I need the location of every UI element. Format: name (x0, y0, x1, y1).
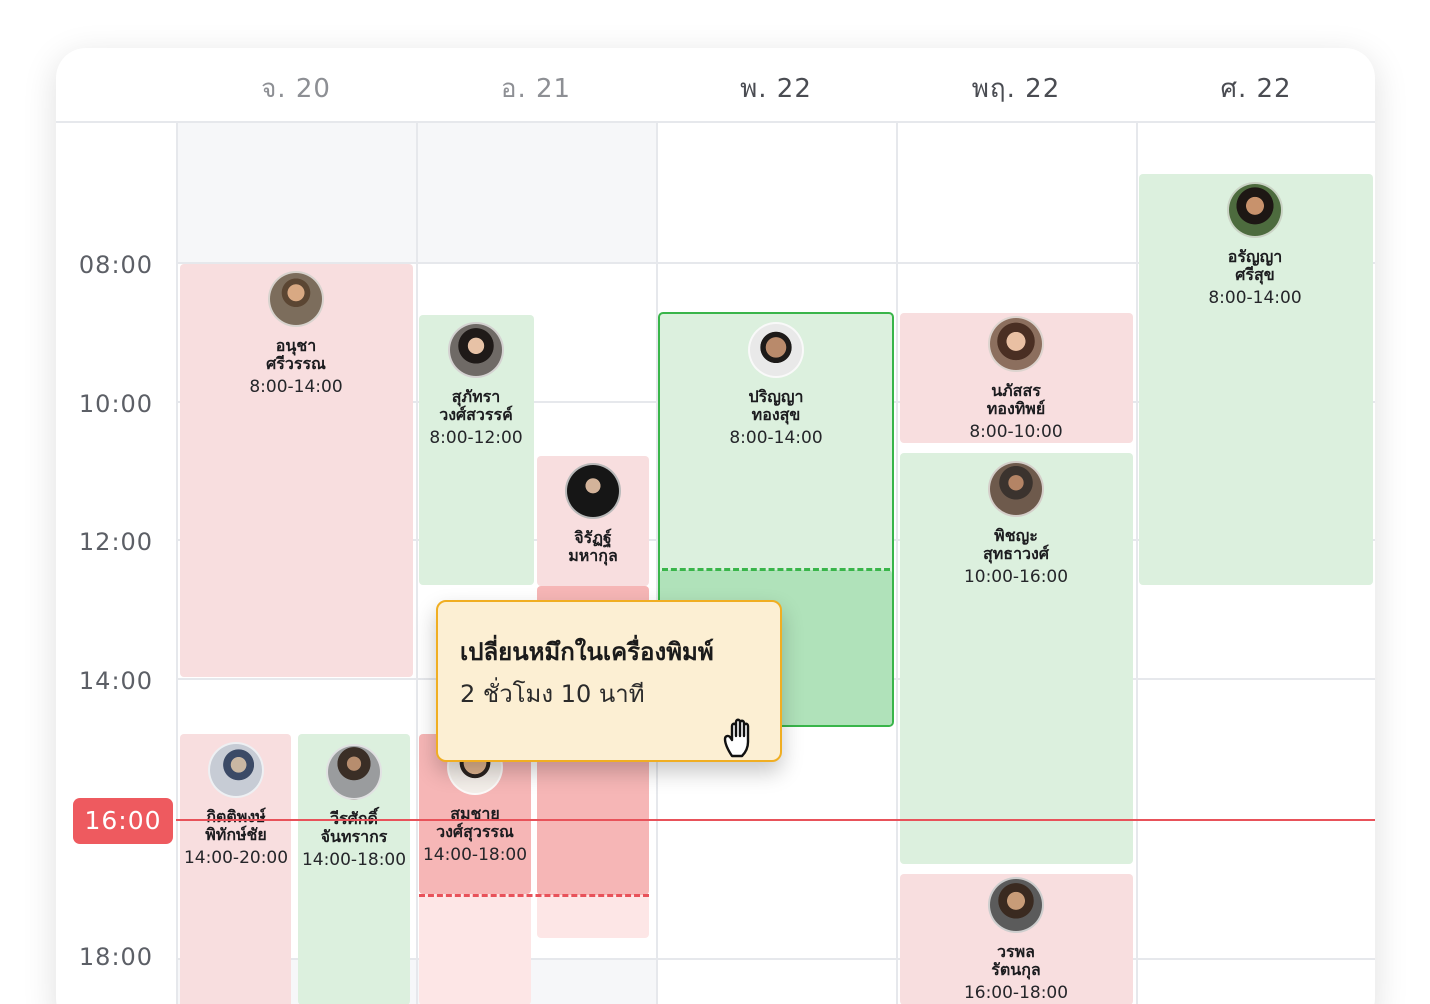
shift-card[interactable]: จิรัฏฐ์ มหากุล (493, 463, 693, 565)
column-divider (416, 123, 418, 1004)
shift-card[interactable]: อนุชา ศรีวรรณ 8:00-14:00 (196, 271, 396, 398)
avatar (988, 316, 1044, 372)
current-time-line (176, 819, 1375, 821)
avatar (268, 271, 324, 327)
time-label-1800: 18:00 (78, 943, 154, 971)
shift-time: 10:00-16:00 (963, 567, 1069, 587)
task-title: เปลี่ยนหมึกในเครื่องพิมพ์ (460, 638, 714, 666)
day-header-thu[interactable]: พฤ. 22 (971, 74, 1061, 104)
day-header-row: จ. 20 อ. 21 พ. 22 พฤ. 22 ศ. 22 (56, 48, 1375, 123)
shift-time: 14:00-20:00 (183, 848, 289, 868)
task-start-marker (662, 568, 890, 571)
column-divider (896, 123, 898, 1004)
shift-time: 16:00-18:00 (963, 983, 1069, 1003)
time-label-1400: 14:00 (78, 667, 154, 695)
shift-time: 8:00-14:00 (1208, 288, 1302, 308)
task-tooltip[interactable]: เปลี่ยนหมึกในเครื่องพิมพ์ 2 ชั่วโมง 10 น… (436, 600, 782, 762)
shift-time: 8:00-10:00 (969, 422, 1063, 442)
avatar (988, 461, 1044, 517)
shift-time: 8:00-14:00 (249, 377, 343, 397)
employee-name: สมชาย วงศ์สุวรรณ (436, 804, 514, 841)
avatar (208, 742, 264, 798)
employee-name: อรัญญา ศรีสุข (1227, 247, 1283, 284)
employee-name: วรพล รัตนกุล (991, 942, 1041, 979)
calendar-card: จ. 20 อ. 21 พ. 22 พฤ. 22 ศ. 22 08:00 10:… (56, 48, 1375, 1004)
shift-time: 8:00-12:00 (429, 428, 523, 448)
day-header-mon[interactable]: จ. 20 (261, 74, 331, 104)
avatar (565, 463, 621, 519)
shift-card[interactable]: อรัญญา ศรีสุข 8:00-14:00 (1155, 182, 1355, 309)
day-header-wed[interactable]: พ. 22 (740, 74, 812, 104)
column-divider (176, 123, 178, 1004)
shift-time: 14:00-18:00 (422, 845, 528, 865)
employee-name: กิตติพงษ์ พิทักษ์ชัย (205, 807, 267, 844)
grab-hand-icon (723, 718, 750, 758)
avatar (448, 322, 504, 378)
shift-card[interactable]: สุภัทรา วงศ์สวรรค์ 8:00-12:00 (376, 322, 576, 449)
shift-card[interactable]: วรพล รัตนกุล 16:00-18:00 (916, 877, 1116, 1004)
task-duration: 2 ชั่วโมง 10 นาที (460, 680, 645, 708)
shift-time: 8:00-14:00 (729, 428, 823, 448)
column-divider (1136, 123, 1138, 1004)
time-label-1000: 10:00 (78, 390, 154, 418)
shift-block-extension[interactable] (419, 894, 531, 1004)
shift-block-extension[interactable] (537, 895, 649, 938)
current-time-badge: 16:00 (73, 798, 173, 844)
shift-card[interactable]: กิตติพงษ์ พิทักษ์ชัย 14:00-20:00 (136, 742, 336, 869)
avatar (1227, 182, 1283, 238)
shift-card[interactable]: นภัสสร ทองทิพย์ 8:00-10:00 (916, 316, 1116, 443)
employee-name: ปริญญา ทองสุข (748, 387, 804, 424)
day-header-tue[interactable]: อ. 21 (500, 74, 572, 104)
day-header-fri[interactable]: ศ. 22 (1220, 74, 1292, 104)
hour-line (176, 958, 1375, 960)
overtime-marker (419, 894, 649, 897)
avatar (748, 322, 804, 378)
shift-block[interactable] (1139, 174, 1373, 585)
time-label-0800: 08:00 (78, 251, 154, 279)
column-divider (656, 123, 658, 1004)
time-label-1200: 12:00 (78, 528, 154, 556)
shift-block[interactable] (900, 453, 1133, 864)
employee-name: นภัสสร ทองทิพย์ (986, 381, 1046, 418)
shift-card[interactable]: วีรศักดิ์ จันทรากร 14:00-18:00 (254, 744, 454, 871)
calendar-grid: 08:00 10:00 12:00 14:00 18:00 อนุชา ศรีว… (56, 123, 1375, 1004)
employee-name: สุภัทรา วงศ์สวรรค์ (439, 387, 513, 424)
avatar (326, 744, 382, 800)
shift-block[interactable] (180, 264, 413, 677)
shift-card[interactable]: ปริญญา ทองสุข 8:00-14:00 (676, 322, 876, 449)
avatar (988, 877, 1044, 933)
employee-name: วีรศักดิ์ จันทรากร (320, 810, 388, 846)
shift-time: 14:00-18:00 (301, 850, 407, 870)
shift-card[interactable]: พิชญะ สุทธาวงศ์ 10:00-16:00 (916, 461, 1116, 588)
employee-name: จิรัฏฐ์ มหากุล (568, 528, 618, 565)
employee-name: พิชญะ สุทธาวงศ์ (982, 526, 1049, 563)
employee-name: อนุชา ศรีวรรณ (266, 336, 326, 373)
hour-line (176, 262, 1375, 264)
